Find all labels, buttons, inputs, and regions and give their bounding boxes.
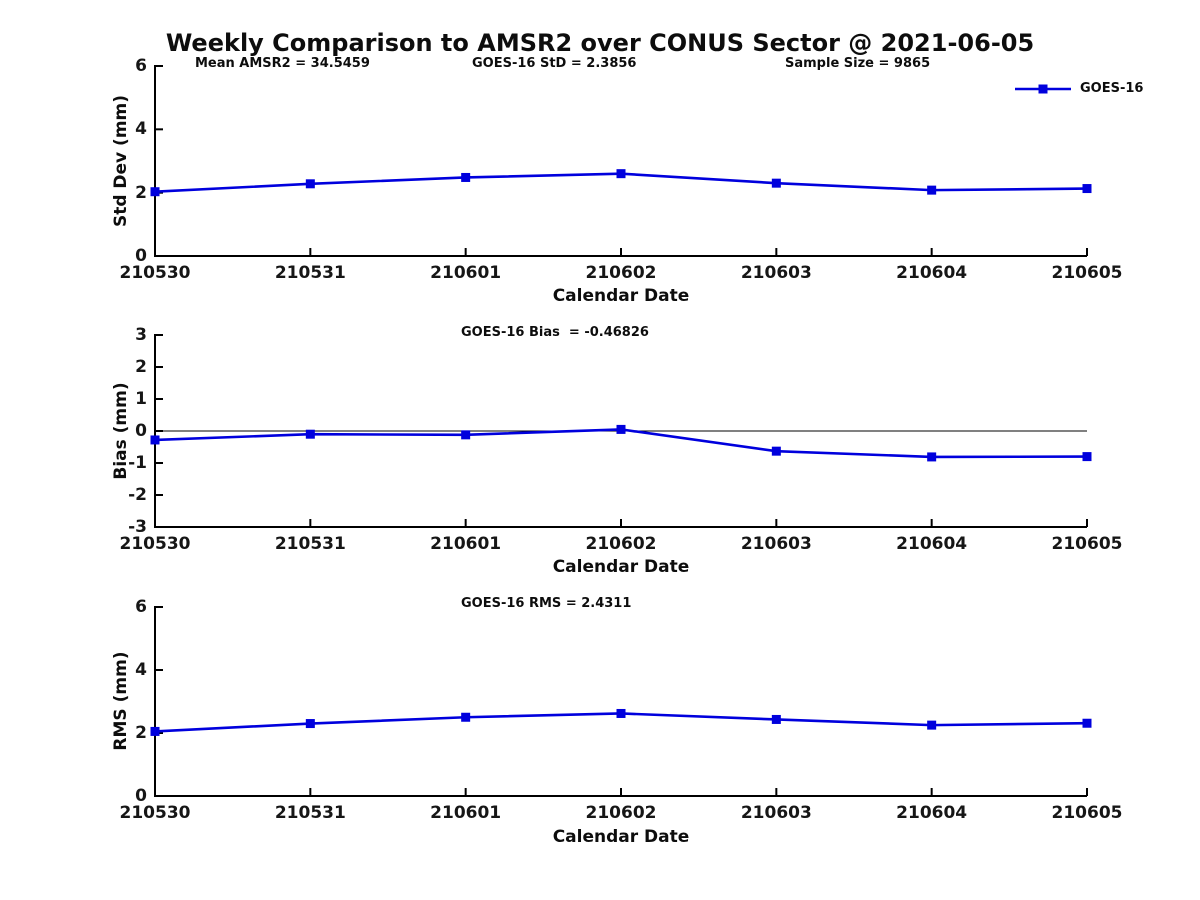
x-tick-label: 210605: [1051, 263, 1123, 283]
figure-title: Weekly Comparison to AMSR2 over CONUS Se…: [165, 29, 1035, 57]
x-tick-label: 210601: [430, 263, 502, 283]
y-tick-label: 2: [135, 182, 147, 203]
x-axis-label-calendar-date-1: Calendar Date: [552, 286, 690, 306]
y-tick-label: 4: [135, 119, 147, 140]
y-axis-label-std-dev: Std Dev (mm): [111, 94, 131, 228]
legend-label-goes16: GOES-16: [1080, 81, 1144, 96]
x-tick-label: 210531: [274, 534, 346, 554]
x-tick-label: 210603: [740, 534, 812, 554]
y-tick-label: 1: [135, 389, 147, 409]
x-tick-label: 210604: [896, 534, 968, 554]
y-tick-label: 3: [135, 325, 147, 345]
y-tick-label: -3: [128, 517, 147, 537]
y-tick-label: 6: [135, 597, 147, 617]
annotation-goes16-bias: GOES-16 Bias = -0.46826: [461, 325, 649, 340]
y-tick-label: 2: [135, 357, 147, 377]
x-tick-label: 210604: [896, 263, 968, 283]
y-tick-label: 4: [135, 660, 147, 680]
x-tick-label: 210602: [585, 534, 657, 554]
x-tick-label: 210601: [430, 534, 502, 554]
x-tick-label: 210603: [740, 263, 812, 283]
x-tick-label: 210602: [585, 803, 657, 823]
y-tick-label: 0: [135, 786, 147, 806]
y-tick-label: -2: [128, 485, 147, 505]
x-tick-label: 210530: [119, 534, 191, 554]
annotation-sample-size: Sample Size = 9865: [785, 56, 931, 71]
annotation-mean-amsr2: Mean AMSR2 = 34.5459: [195, 56, 370, 71]
annotation-goes16-rms: GOES-16 RMS = 2.4311: [461, 596, 632, 611]
x-tick-label: 210530: [119, 263, 191, 283]
y-axis-label-rms: RMS (mm): [111, 651, 131, 751]
x-tick-label: 210601: [430, 803, 502, 823]
x-tick-label: 210605: [1051, 803, 1123, 823]
x-tick-label: 210604: [896, 803, 968, 823]
y-tick-label: 2: [135, 723, 147, 743]
y-tick-label: 0: [135, 246, 147, 266]
x-tick-label: 210531: [274, 263, 346, 283]
x-tick-label: 210531: [274, 803, 346, 823]
y-tick-label: 0: [135, 421, 147, 441]
x-tick-label: 210530: [119, 803, 191, 823]
x-axis-label-calendar-date-3: Calendar Date: [552, 827, 690, 847]
x-tick-label: 210602: [585, 263, 657, 283]
x-tick-label: 210603: [740, 803, 812, 823]
x-tick-label: 210605: [1051, 534, 1123, 554]
y-tick-label: 6: [135, 56, 147, 76]
y-tick-label: -1: [128, 453, 147, 473]
x-axis-label-calendar-date-2: Calendar Date: [552, 557, 690, 577]
annotation-goes16-std: GOES-16 StD = 2.3856: [472, 56, 637, 71]
